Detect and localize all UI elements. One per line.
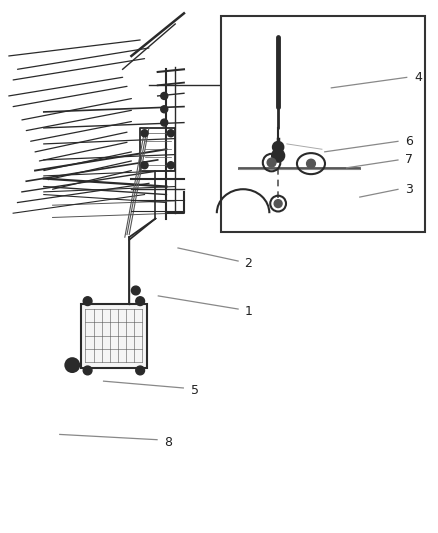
Ellipse shape [65,358,79,372]
Ellipse shape [70,362,75,368]
Ellipse shape [161,119,168,126]
Ellipse shape [272,149,284,162]
Ellipse shape [167,161,174,169]
Ellipse shape [274,200,282,207]
Text: 4: 4 [414,71,422,84]
Ellipse shape [83,366,92,375]
Ellipse shape [83,297,92,305]
Text: 5: 5 [191,384,198,397]
Text: 2: 2 [244,257,252,270]
Ellipse shape [141,161,148,169]
Text: 7: 7 [405,154,413,166]
Ellipse shape [307,159,315,168]
Text: 3: 3 [405,183,413,196]
Text: 8: 8 [164,436,172,449]
Ellipse shape [136,297,145,305]
Text: 1: 1 [244,305,252,318]
Bar [81,304,147,368]
Ellipse shape [273,142,283,152]
Ellipse shape [161,92,168,100]
Ellipse shape [167,130,174,137]
Ellipse shape [131,286,140,295]
Ellipse shape [267,158,276,167]
Ellipse shape [141,130,148,137]
Bar [221,16,425,232]
Ellipse shape [134,289,138,292]
Ellipse shape [136,366,145,375]
Ellipse shape [161,106,168,113]
Text: 6: 6 [405,135,413,148]
